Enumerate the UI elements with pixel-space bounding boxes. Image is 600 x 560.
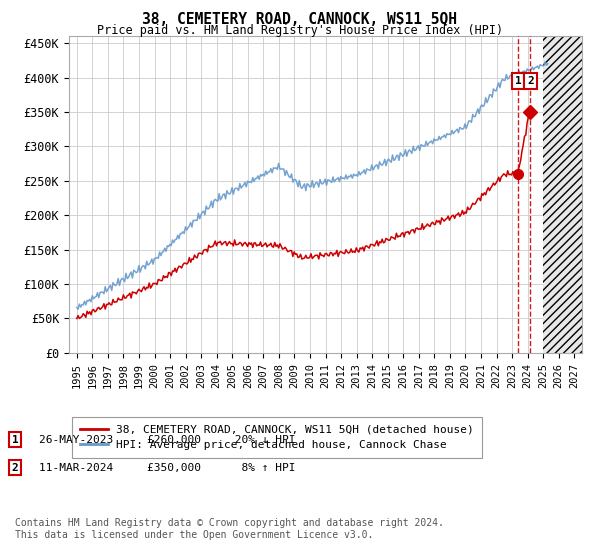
Text: 1: 1: [515, 76, 521, 86]
Text: 2: 2: [11, 463, 19, 473]
Text: Price paid vs. HM Land Registry's House Price Index (HPI): Price paid vs. HM Land Registry's House …: [97, 24, 503, 36]
Legend: 38, CEMETERY ROAD, CANNOCK, WS11 5QH (detached house), HPI: Average price, detac: 38, CEMETERY ROAD, CANNOCK, WS11 5QH (de…: [72, 417, 482, 458]
Bar: [543, 36, 582, 353]
Text: 1: 1: [11, 435, 19, 445]
Text: 11-MAR-2024     £350,000      8% ↑ HPI: 11-MAR-2024 £350,000 8% ↑ HPI: [39, 463, 296, 473]
Text: 38, CEMETERY ROAD, CANNOCK, WS11 5QH: 38, CEMETERY ROAD, CANNOCK, WS11 5QH: [143, 12, 458, 27]
Text: 2: 2: [527, 76, 534, 86]
Text: Contains HM Land Registry data © Crown copyright and database right 2024.
This d: Contains HM Land Registry data © Crown c…: [15, 518, 444, 540]
Text: 26-MAY-2023     £260,000     20% ↓ HPI: 26-MAY-2023 £260,000 20% ↓ HPI: [39, 435, 296, 445]
